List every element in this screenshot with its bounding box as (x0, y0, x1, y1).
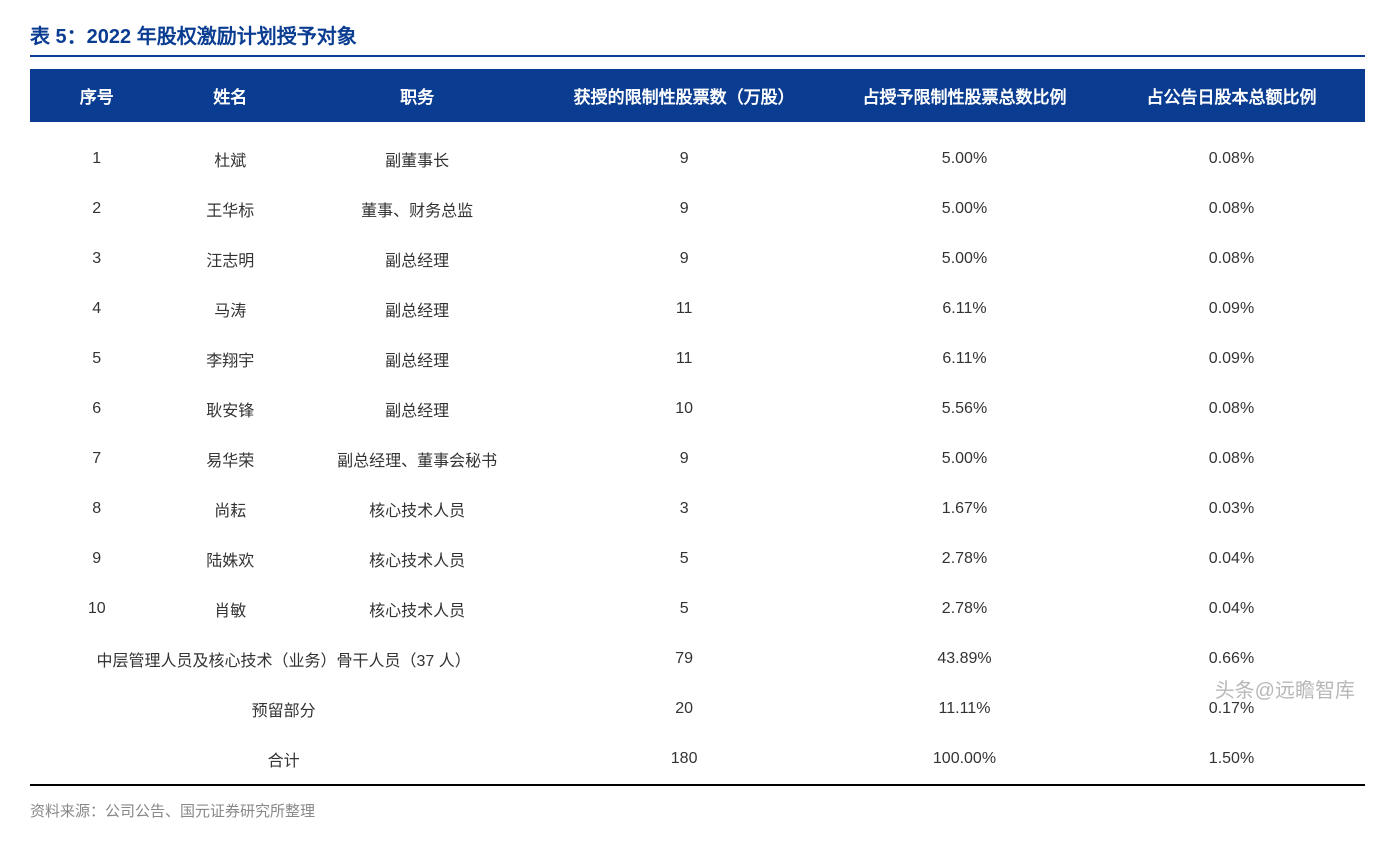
cell-ratio2: 0.03% (1098, 484, 1365, 534)
cell-seq: 9 (30, 534, 164, 584)
summary-shares: 180 (537, 734, 831, 785)
col-header-name: 姓名 (164, 69, 298, 122)
cell-shares: 9 (537, 434, 831, 484)
col-header-position: 职务 (297, 69, 537, 122)
cell-seq: 6 (30, 384, 164, 434)
incentive-table: 序号 姓名 职务 获授的限制性股票数（万股） 占授予限制性股票总数比例 占公告日… (30, 69, 1365, 786)
summary-row: 合计180100.00%1.50% (30, 734, 1365, 785)
summary-shares: 20 (537, 684, 831, 734)
col-header-seq: 序号 (30, 69, 164, 122)
table-row: 9陆姝欢核心技术人员52.78%0.04% (30, 534, 1365, 584)
cell-position: 核心技术人员 (297, 584, 537, 634)
cell-name: 陆姝欢 (164, 534, 298, 584)
cell-seq: 1 (30, 134, 164, 184)
cell-seq: 7 (30, 434, 164, 484)
summary-label: 中层管理人员及核心技术（业务）骨干人员（37 人） (30, 634, 537, 684)
summary-shares: 79 (537, 634, 831, 684)
footnote: 资料来源：公司公告、国元证券研究所整理 (30, 800, 1365, 821)
cell-shares: 9 (537, 134, 831, 184)
cell-shares: 11 (537, 334, 831, 384)
cell-ratio1: 5.00% (831, 434, 1098, 484)
summary-label: 合计 (30, 734, 537, 785)
cell-ratio1: 5.00% (831, 184, 1098, 234)
cell-seq: 3 (30, 234, 164, 284)
cell-ratio1: 5.56% (831, 384, 1098, 434)
cell-name: 王华标 (164, 184, 298, 234)
cell-ratio2: 0.08% (1098, 134, 1365, 184)
cell-name: 肖敏 (164, 584, 298, 634)
table-header-row: 序号 姓名 职务 获授的限制性股票数（万股） 占授予限制性股票总数比例 占公告日… (30, 69, 1365, 122)
cell-shares: 5 (537, 534, 831, 584)
cell-shares: 3 (537, 484, 831, 534)
cell-name: 杜斌 (164, 134, 298, 184)
cell-position: 副总经理 (297, 384, 537, 434)
cell-ratio1: 6.11% (831, 334, 1098, 384)
summary-ratio1: 100.00% (831, 734, 1098, 785)
cell-ratio1: 2.78% (831, 584, 1098, 634)
cell-position: 董事、财务总监 (297, 184, 537, 234)
cell-position: 副总经理、董事会秘书 (297, 434, 537, 484)
table-row: 5李翔宇副总经理116.11%0.09% (30, 334, 1365, 384)
cell-ratio1: 2.78% (831, 534, 1098, 584)
cell-ratio2: 0.08% (1098, 384, 1365, 434)
cell-seq: 5 (30, 334, 164, 384)
table-row: 2王华标董事、财务总监95.00%0.08% (30, 184, 1365, 234)
summary-ratio2: 1.50% (1098, 734, 1365, 785)
summary-ratio1: 43.89% (831, 634, 1098, 684)
cell-ratio1: 5.00% (831, 134, 1098, 184)
cell-seq: 4 (30, 284, 164, 334)
cell-seq: 10 (30, 584, 164, 634)
cell-shares: 10 (537, 384, 831, 434)
summary-row: 预留部分2011.11%0.17% (30, 684, 1365, 734)
cell-position: 核心技术人员 (297, 534, 537, 584)
cell-ratio2: 0.08% (1098, 234, 1365, 284)
table-row: 6耿安锋副总经理105.56%0.08% (30, 384, 1365, 434)
cell-ratio2: 0.08% (1098, 434, 1365, 484)
cell-shares: 9 (537, 184, 831, 234)
cell-position: 副总经理 (297, 234, 537, 284)
col-header-ratio1: 占授予限制性股票总数比例 (831, 69, 1098, 122)
col-header-shares: 获授的限制性股票数（万股） (537, 69, 831, 122)
cell-ratio2: 0.09% (1098, 284, 1365, 334)
spacer-row (30, 122, 1365, 134)
cell-position: 核心技术人员 (297, 484, 537, 534)
table-body: 1杜斌副董事长95.00%0.08%2王华标董事、财务总监95.00%0.08%… (30, 122, 1365, 785)
cell-name: 易华荣 (164, 434, 298, 484)
table-row: 3汪志明副总经理95.00%0.08% (30, 234, 1365, 284)
cell-position: 副总经理 (297, 284, 537, 334)
cell-ratio2: 0.08% (1098, 184, 1365, 234)
cell-ratio1: 6.11% (831, 284, 1098, 334)
cell-ratio2: 0.04% (1098, 534, 1365, 584)
cell-name: 马涛 (164, 284, 298, 334)
cell-shares: 5 (537, 584, 831, 634)
table-row: 8尚耘核心技术人员31.67%0.03% (30, 484, 1365, 534)
cell-position: 副总经理 (297, 334, 537, 384)
cell-position: 副董事长 (297, 134, 537, 184)
col-header-ratio2: 占公告日股本总额比例 (1098, 69, 1365, 122)
cell-ratio1: 1.67% (831, 484, 1098, 534)
cell-name: 李翔宇 (164, 334, 298, 384)
table-row: 7易华荣副总经理、董事会秘书95.00%0.08% (30, 434, 1365, 484)
cell-shares: 11 (537, 284, 831, 334)
cell-ratio2: 0.09% (1098, 334, 1365, 384)
cell-shares: 9 (537, 234, 831, 284)
table-title: 表 5：2022 年股权激励计划授予对象 (30, 20, 1365, 57)
table-row: 1杜斌副董事长95.00%0.08% (30, 134, 1365, 184)
summary-ratio1: 11.11% (831, 684, 1098, 734)
cell-ratio1: 5.00% (831, 234, 1098, 284)
cell-name: 汪志明 (164, 234, 298, 284)
table-row: 10肖敏核心技术人员52.78%0.04% (30, 584, 1365, 634)
summary-row: 中层管理人员及核心技术（业务）骨干人员（37 人）7943.89%0.66% (30, 634, 1365, 684)
table-row: 4马涛副总经理116.11%0.09% (30, 284, 1365, 334)
cell-name: 耿安锋 (164, 384, 298, 434)
cell-name: 尚耘 (164, 484, 298, 534)
cell-seq: 8 (30, 484, 164, 534)
cell-ratio2: 0.04% (1098, 584, 1365, 634)
summary-label: 预留部分 (30, 684, 537, 734)
cell-seq: 2 (30, 184, 164, 234)
summary-ratio2: 0.17% (1098, 684, 1365, 734)
summary-ratio2: 0.66% (1098, 634, 1365, 684)
